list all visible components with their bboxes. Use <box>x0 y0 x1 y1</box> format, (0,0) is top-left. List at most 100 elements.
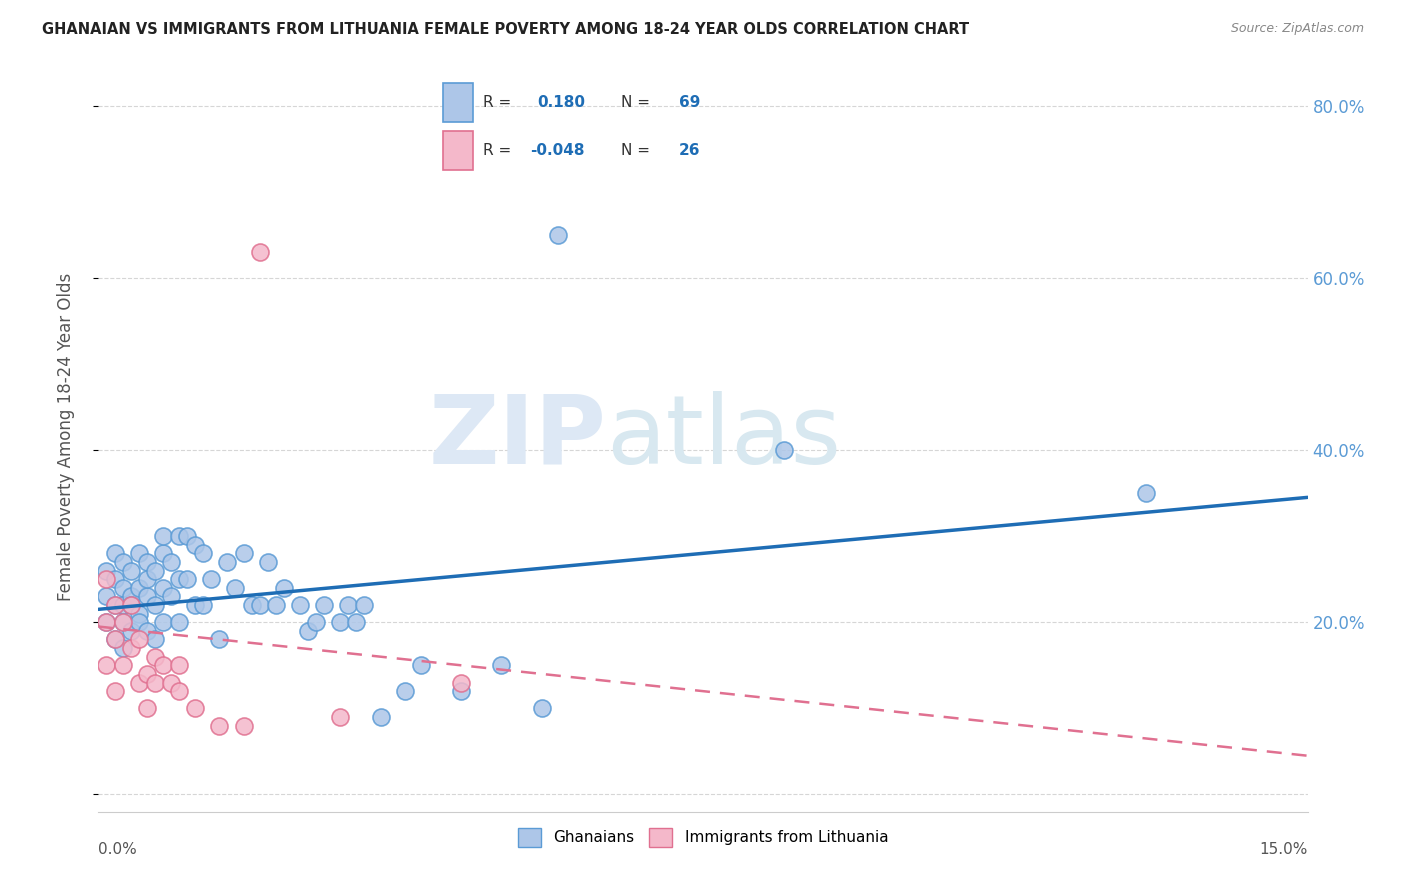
Point <box>167 529 190 543</box>
Point <box>184 538 207 552</box>
Point <box>143 649 166 664</box>
Point <box>256 555 278 569</box>
Point <box>103 598 125 612</box>
Point <box>120 590 142 604</box>
Point <box>176 572 198 586</box>
Point <box>547 227 569 242</box>
Point <box>208 632 231 647</box>
Point <box>120 624 142 638</box>
Point <box>103 632 125 647</box>
Point <box>167 572 190 586</box>
Point <box>143 675 166 690</box>
Point <box>135 555 157 569</box>
Point <box>120 598 142 612</box>
Point <box>167 658 190 673</box>
Text: R =: R = <box>484 144 512 158</box>
Point <box>193 598 215 612</box>
Point <box>200 572 222 586</box>
Point <box>176 529 198 543</box>
Text: Source: ZipAtlas.com: Source: ZipAtlas.com <box>1230 22 1364 36</box>
Point <box>143 564 166 578</box>
Point <box>135 667 157 681</box>
Point <box>103 598 125 612</box>
Point <box>143 632 166 647</box>
Point <box>128 546 150 560</box>
Point <box>135 572 157 586</box>
Point <box>160 590 183 604</box>
Point <box>450 675 472 690</box>
Point <box>111 555 134 569</box>
Point <box>152 581 174 595</box>
Point <box>224 581 246 595</box>
Point <box>111 615 134 630</box>
Point <box>103 632 125 647</box>
Point <box>450 684 472 698</box>
Text: 0.180: 0.180 <box>537 95 585 110</box>
Point <box>111 615 134 630</box>
Point <box>184 701 207 715</box>
Text: R =: R = <box>484 95 512 110</box>
Point <box>111 658 134 673</box>
Point <box>217 555 239 569</box>
Point <box>135 590 157 604</box>
Point <box>128 632 150 647</box>
Point <box>193 546 215 560</box>
Point <box>96 572 118 586</box>
Point <box>96 615 118 630</box>
Point <box>288 598 311 612</box>
Text: 0.0%: 0.0% <box>98 842 138 856</box>
Point <box>232 718 254 732</box>
Point <box>143 598 166 612</box>
Point <box>491 658 513 673</box>
Text: N =: N = <box>621 144 651 158</box>
Point <box>167 684 190 698</box>
Point <box>152 546 174 560</box>
Point <box>329 615 352 630</box>
Y-axis label: Female Poverty Among 18-24 Year Olds: Female Poverty Among 18-24 Year Olds <box>56 273 75 601</box>
Point <box>160 675 183 690</box>
Point <box>103 546 125 560</box>
Point <box>103 684 125 698</box>
Point <box>249 244 271 259</box>
Text: 26: 26 <box>679 144 700 158</box>
Point <box>232 546 254 560</box>
Text: 69: 69 <box>679 95 700 110</box>
Point <box>208 718 231 732</box>
Point <box>128 607 150 621</box>
Point <box>167 615 190 630</box>
Point <box>370 710 392 724</box>
Point <box>530 701 553 715</box>
Point <box>128 581 150 595</box>
Point <box>409 658 432 673</box>
Point <box>329 710 352 724</box>
Point <box>96 615 118 630</box>
Point <box>120 598 142 612</box>
Bar <box>443 131 472 170</box>
Point <box>273 581 295 595</box>
Point <box>152 529 174 543</box>
Text: N =: N = <box>621 95 651 110</box>
Point <box>353 598 375 612</box>
Point <box>314 598 336 612</box>
Point <box>128 675 150 690</box>
Point <box>111 581 134 595</box>
Text: -0.048: -0.048 <box>530 144 585 158</box>
Point <box>96 658 118 673</box>
Point <box>135 624 157 638</box>
Point <box>96 564 118 578</box>
Point <box>152 658 174 673</box>
Point <box>772 442 794 457</box>
Point <box>103 572 125 586</box>
Point <box>160 555 183 569</box>
Point <box>120 641 142 656</box>
Point <box>120 564 142 578</box>
Point <box>152 615 174 630</box>
Point <box>111 641 134 656</box>
Point <box>394 684 416 698</box>
Point <box>337 598 360 612</box>
Text: 15.0%: 15.0% <box>1260 842 1308 856</box>
Point <box>96 590 118 604</box>
Legend: Ghanaians, Immigrants from Lithuania: Ghanaians, Immigrants from Lithuania <box>512 822 894 853</box>
Point <box>135 701 157 715</box>
Text: ZIP: ZIP <box>429 391 606 483</box>
